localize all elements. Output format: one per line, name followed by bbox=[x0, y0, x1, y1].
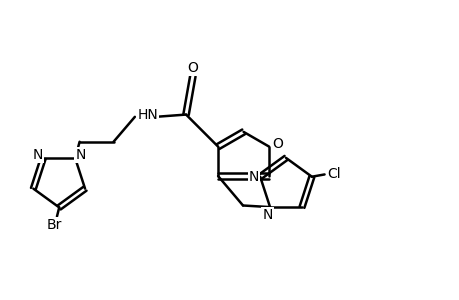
Text: HN: HN bbox=[137, 108, 157, 122]
Text: N: N bbox=[33, 148, 43, 162]
Text: N: N bbox=[75, 148, 86, 162]
Text: O: O bbox=[272, 137, 283, 151]
Text: N: N bbox=[248, 170, 258, 184]
Text: Cl: Cl bbox=[327, 167, 341, 182]
Text: N: N bbox=[262, 208, 272, 222]
Text: O: O bbox=[187, 61, 198, 75]
Text: Br: Br bbox=[47, 218, 62, 232]
